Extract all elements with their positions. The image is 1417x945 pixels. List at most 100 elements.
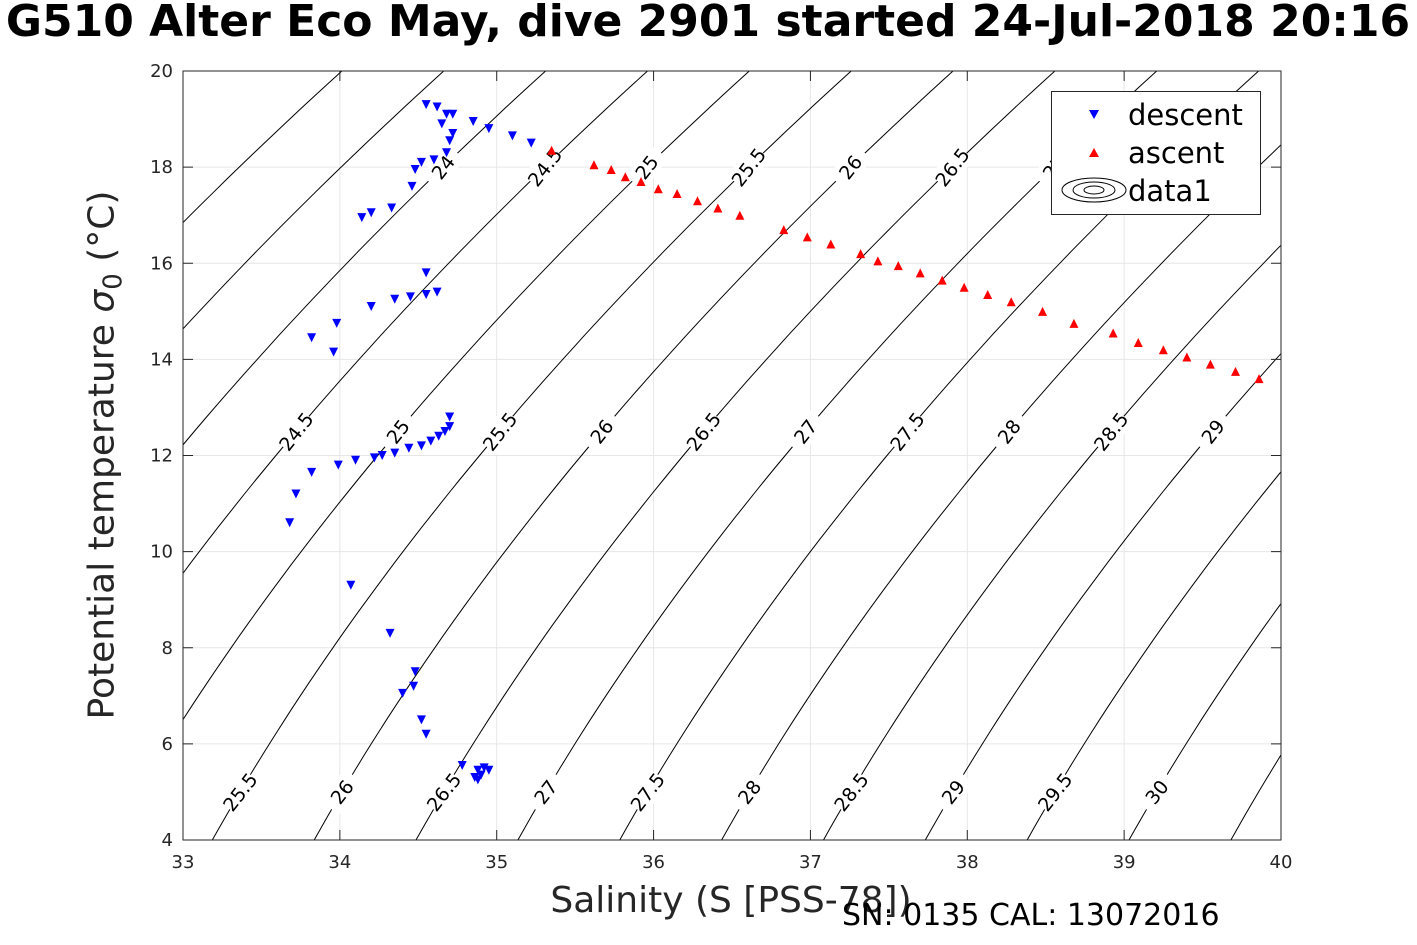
descent-marker — [398, 688, 408, 698]
ascent-marker — [1182, 352, 1192, 362]
ascent-marker — [802, 232, 812, 242]
descent-marker — [351, 455, 361, 465]
contour-label-bg — [987, 408, 1031, 455]
descent-marker — [390, 448, 400, 458]
descent-marker — [473, 775, 483, 785]
descent-marker — [377, 451, 387, 460]
ascent-marker — [1006, 297, 1016, 307]
descent-marker — [329, 347, 339, 357]
chart-title: G510 Alter Eco May, dive 2901 started 24… — [5, 0, 1411, 47]
descent-marker — [291, 489, 301, 499]
descent-marker — [448, 128, 458, 138]
contour-label-bg — [1033, 768, 1077, 816]
isopycnal-line — [1409, 23, 1417, 888]
y-tick-label: 14 — [150, 349, 173, 370]
contour-label-bg — [523, 768, 568, 816]
ascent-marker — [1205, 359, 1215, 369]
contour-label-bg — [783, 408, 828, 455]
legend-label-ascent: ascent — [1128, 136, 1225, 170]
ascent-marker — [856, 249, 866, 259]
x-tick-label: 33 — [172, 852, 195, 873]
contour-label-bg — [421, 143, 465, 191]
contour-label: 29.5 — [1034, 769, 1077, 816]
descent-marker — [332, 318, 342, 328]
contour-label: 28.5 — [830, 769, 873, 816]
descent-marker — [468, 116, 478, 126]
ascent-marker — [672, 189, 682, 199]
y-axis-label: Potential temperature σ0 (°C) — [81, 190, 129, 720]
contour-label-bg — [828, 143, 873, 191]
descent-marker — [416, 157, 426, 167]
contour-label-bg — [931, 768, 975, 816]
descent-marker — [307, 333, 317, 343]
descent-marker — [285, 518, 295, 528]
legend-item-ascent: ascent — [1052, 134, 1260, 170]
ascent-marker — [589, 160, 599, 170]
x-tick-label: 40 — [1270, 852, 1293, 873]
contour-label-bg — [727, 768, 772, 816]
isopycnal-line — [183, 71, 343, 224]
contour-label-bg — [681, 408, 726, 455]
y-tick-label: 8 — [162, 638, 173, 659]
descent-marker-icon — [1089, 110, 1099, 119]
contour-label-bg — [1089, 408, 1133, 455]
x-tick-label: 38 — [956, 852, 979, 873]
ascent-marker — [636, 177, 646, 187]
contour-icon — [1061, 177, 1127, 203]
descent-marker — [429, 155, 439, 165]
descent-marker — [387, 203, 397, 213]
descent-marker — [410, 667, 420, 677]
isopycnal-line — [1128, 602, 1281, 840]
ascent-marker — [1108, 328, 1118, 338]
ascent-marker — [983, 289, 993, 299]
descent-marker — [484, 765, 494, 775]
y-tick-label: 12 — [150, 446, 173, 467]
descent-marker — [346, 580, 356, 590]
ascent-marker — [620, 172, 630, 182]
descent-marker — [404, 443, 414, 453]
descent-marker — [405, 292, 415, 302]
descent-marker — [333, 460, 343, 470]
descent-marker — [421, 729, 431, 739]
ascent-marker — [547, 145, 557, 155]
y-tick-label: 4 — [162, 830, 173, 851]
ascent-marker — [653, 184, 663, 194]
descent-marker — [445, 422, 455, 432]
descent-marker — [448, 109, 458, 119]
ascent-marker — [937, 275, 947, 285]
descent-marker — [507, 131, 517, 141]
descent-marker — [484, 124, 494, 134]
ascent-marker — [959, 282, 969, 292]
descent-marker — [410, 165, 420, 175]
legend: descent ascent data1 — [1051, 91, 1261, 215]
descent-marker — [526, 138, 536, 148]
ascent-marker — [915, 268, 925, 278]
ascent-marker — [1231, 366, 1241, 376]
ascent-marker — [1069, 318, 1079, 328]
descent-marker — [479, 763, 489, 773]
y-tick-label: 6 — [162, 734, 173, 755]
ascent-marker — [1133, 338, 1143, 348]
contour-label-bg — [930, 143, 974, 191]
ascent-marker-icon — [1089, 148, 1099, 157]
descent-marker — [385, 628, 395, 638]
ascent-marker — [1158, 345, 1168, 355]
contour-label-bg — [1134, 768, 1179, 816]
descent-marker — [432, 102, 442, 112]
contour-label: 25.5 — [219, 769, 262, 816]
x-tick-label: 36 — [642, 852, 665, 873]
descent-marker — [476, 770, 486, 780]
descent-marker — [421, 268, 431, 278]
contour-label-bg — [829, 768, 873, 816]
y-tick-label: 18 — [150, 157, 173, 178]
ascent-marker — [713, 203, 723, 213]
contour-label-bg — [579, 408, 624, 455]
y-tick-label: 20 — [150, 61, 173, 82]
descent-marker — [445, 412, 455, 422]
data-markers — [285, 100, 1264, 785]
contour-label-bg — [726, 143, 771, 191]
contour-label: 27.5 — [627, 769, 670, 816]
descent-marker — [473, 765, 483, 775]
descent-marker — [440, 426, 450, 436]
descent-marker — [432, 287, 442, 297]
